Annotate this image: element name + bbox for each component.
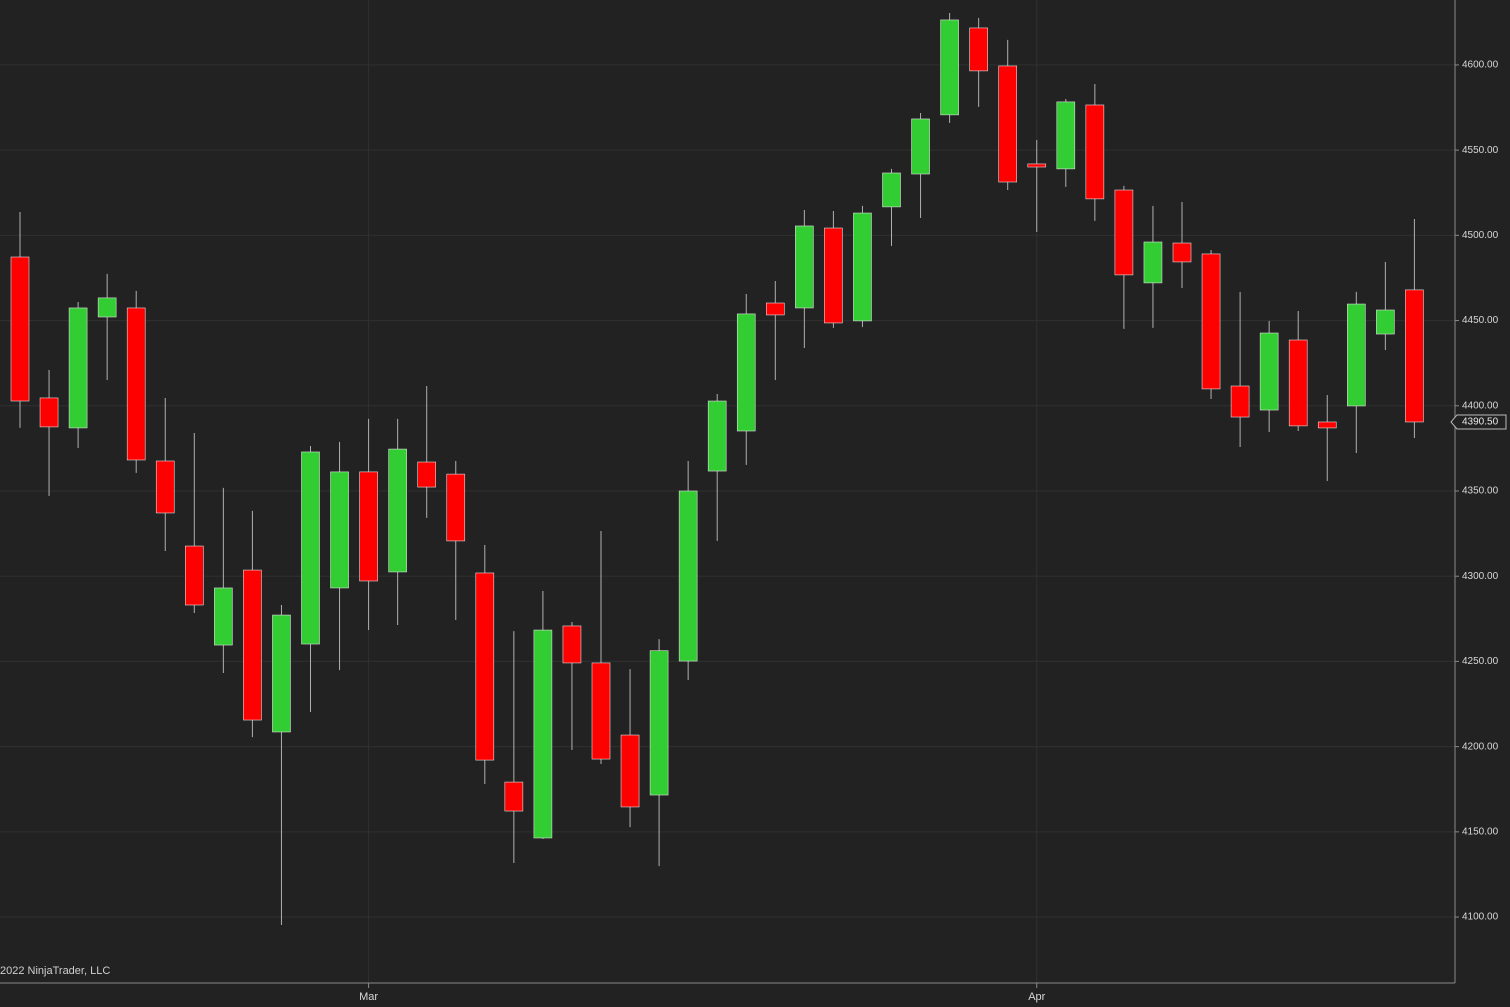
candle-body — [272, 614, 291, 733]
candle-body — [882, 172, 901, 208]
x-tick-label: Mar — [359, 991, 378, 1003]
candle-body — [1347, 303, 1366, 407]
candle-body — [707, 400, 727, 472]
candle-body — [388, 448, 407, 573]
candle-body — [533, 629, 553, 839]
candle-body — [824, 227, 843, 324]
y-tick-label: 4100.00 — [1462, 912, 1499, 923]
candle-body — [1405, 289, 1424, 423]
candle-body — [1259, 332, 1279, 411]
candle-body — [330, 471, 349, 589]
y-tick-label: 4150.00 — [1462, 826, 1499, 837]
candle-body — [1201, 253, 1221, 390]
candle-body — [1085, 104, 1105, 200]
candle-body — [1172, 242, 1192, 263]
candle-body — [649, 650, 669, 796]
y-tick-label: 4550.00 — [1462, 145, 1499, 156]
candle-body — [562, 625, 582, 664]
candle-body — [1230, 385, 1250, 418]
candle-body — [1143, 241, 1163, 284]
candle-body — [126, 307, 146, 461]
candle-body — [185, 545, 204, 606]
candle-body — [214, 587, 233, 646]
candle-body — [998, 65, 1018, 183]
y-tick-label: 4300.00 — [1462, 571, 1499, 582]
x-tick-label: Apr — [1028, 991, 1045, 1003]
y-tick-label: 4400.00 — [1462, 400, 1499, 411]
candle-body — [853, 212, 872, 322]
candle-body — [1114, 189, 1134, 276]
candle-body — [39, 397, 59, 428]
candle-body — [940, 19, 959, 116]
candle-body — [10, 256, 30, 402]
candle-body — [97, 297, 117, 318]
candle-body — [243, 569, 262, 721]
candle-body — [301, 451, 320, 645]
y-tick-label: 4350.00 — [1462, 486, 1499, 497]
candle-body — [1027, 163, 1047, 168]
watermark: 2022 NinjaTrader, LLC — [0, 965, 110, 977]
candle-body — [475, 572, 495, 761]
candle-body — [678, 490, 698, 662]
last-price-label: 4390.50 — [1462, 417, 1499, 428]
candle-body — [795, 225, 814, 309]
candle-body — [1317, 421, 1337, 429]
grid — [0, 0, 1455, 983]
candle-body — [1376, 309, 1395, 335]
candles — [10, 12, 1424, 926]
candle-body — [446, 473, 466, 542]
candle-body — [736, 313, 756, 432]
y-tick-label: 4450.00 — [1462, 315, 1499, 326]
candle-body — [1288, 339, 1308, 427]
candle-body — [969, 27, 988, 72]
candle-body — [359, 471, 378, 582]
y-tick-label: 4600.00 — [1462, 60, 1499, 71]
y-tick-label: 4500.00 — [1462, 230, 1499, 241]
candle-body — [417, 461, 437, 488]
y-tick-label: 4200.00 — [1462, 741, 1499, 752]
candle-body — [68, 307, 88, 429]
candle-body — [1056, 101, 1076, 170]
last-price-marker — [1450, 414, 1507, 430]
candle-body — [504, 781, 524, 812]
candle-body — [620, 734, 640, 808]
candle-body — [765, 302, 785, 316]
candle-body — [911, 118, 930, 175]
y-tick-label: 4250.00 — [1462, 656, 1499, 667]
candle-body — [155, 460, 175, 514]
candle-body — [591, 662, 611, 760]
